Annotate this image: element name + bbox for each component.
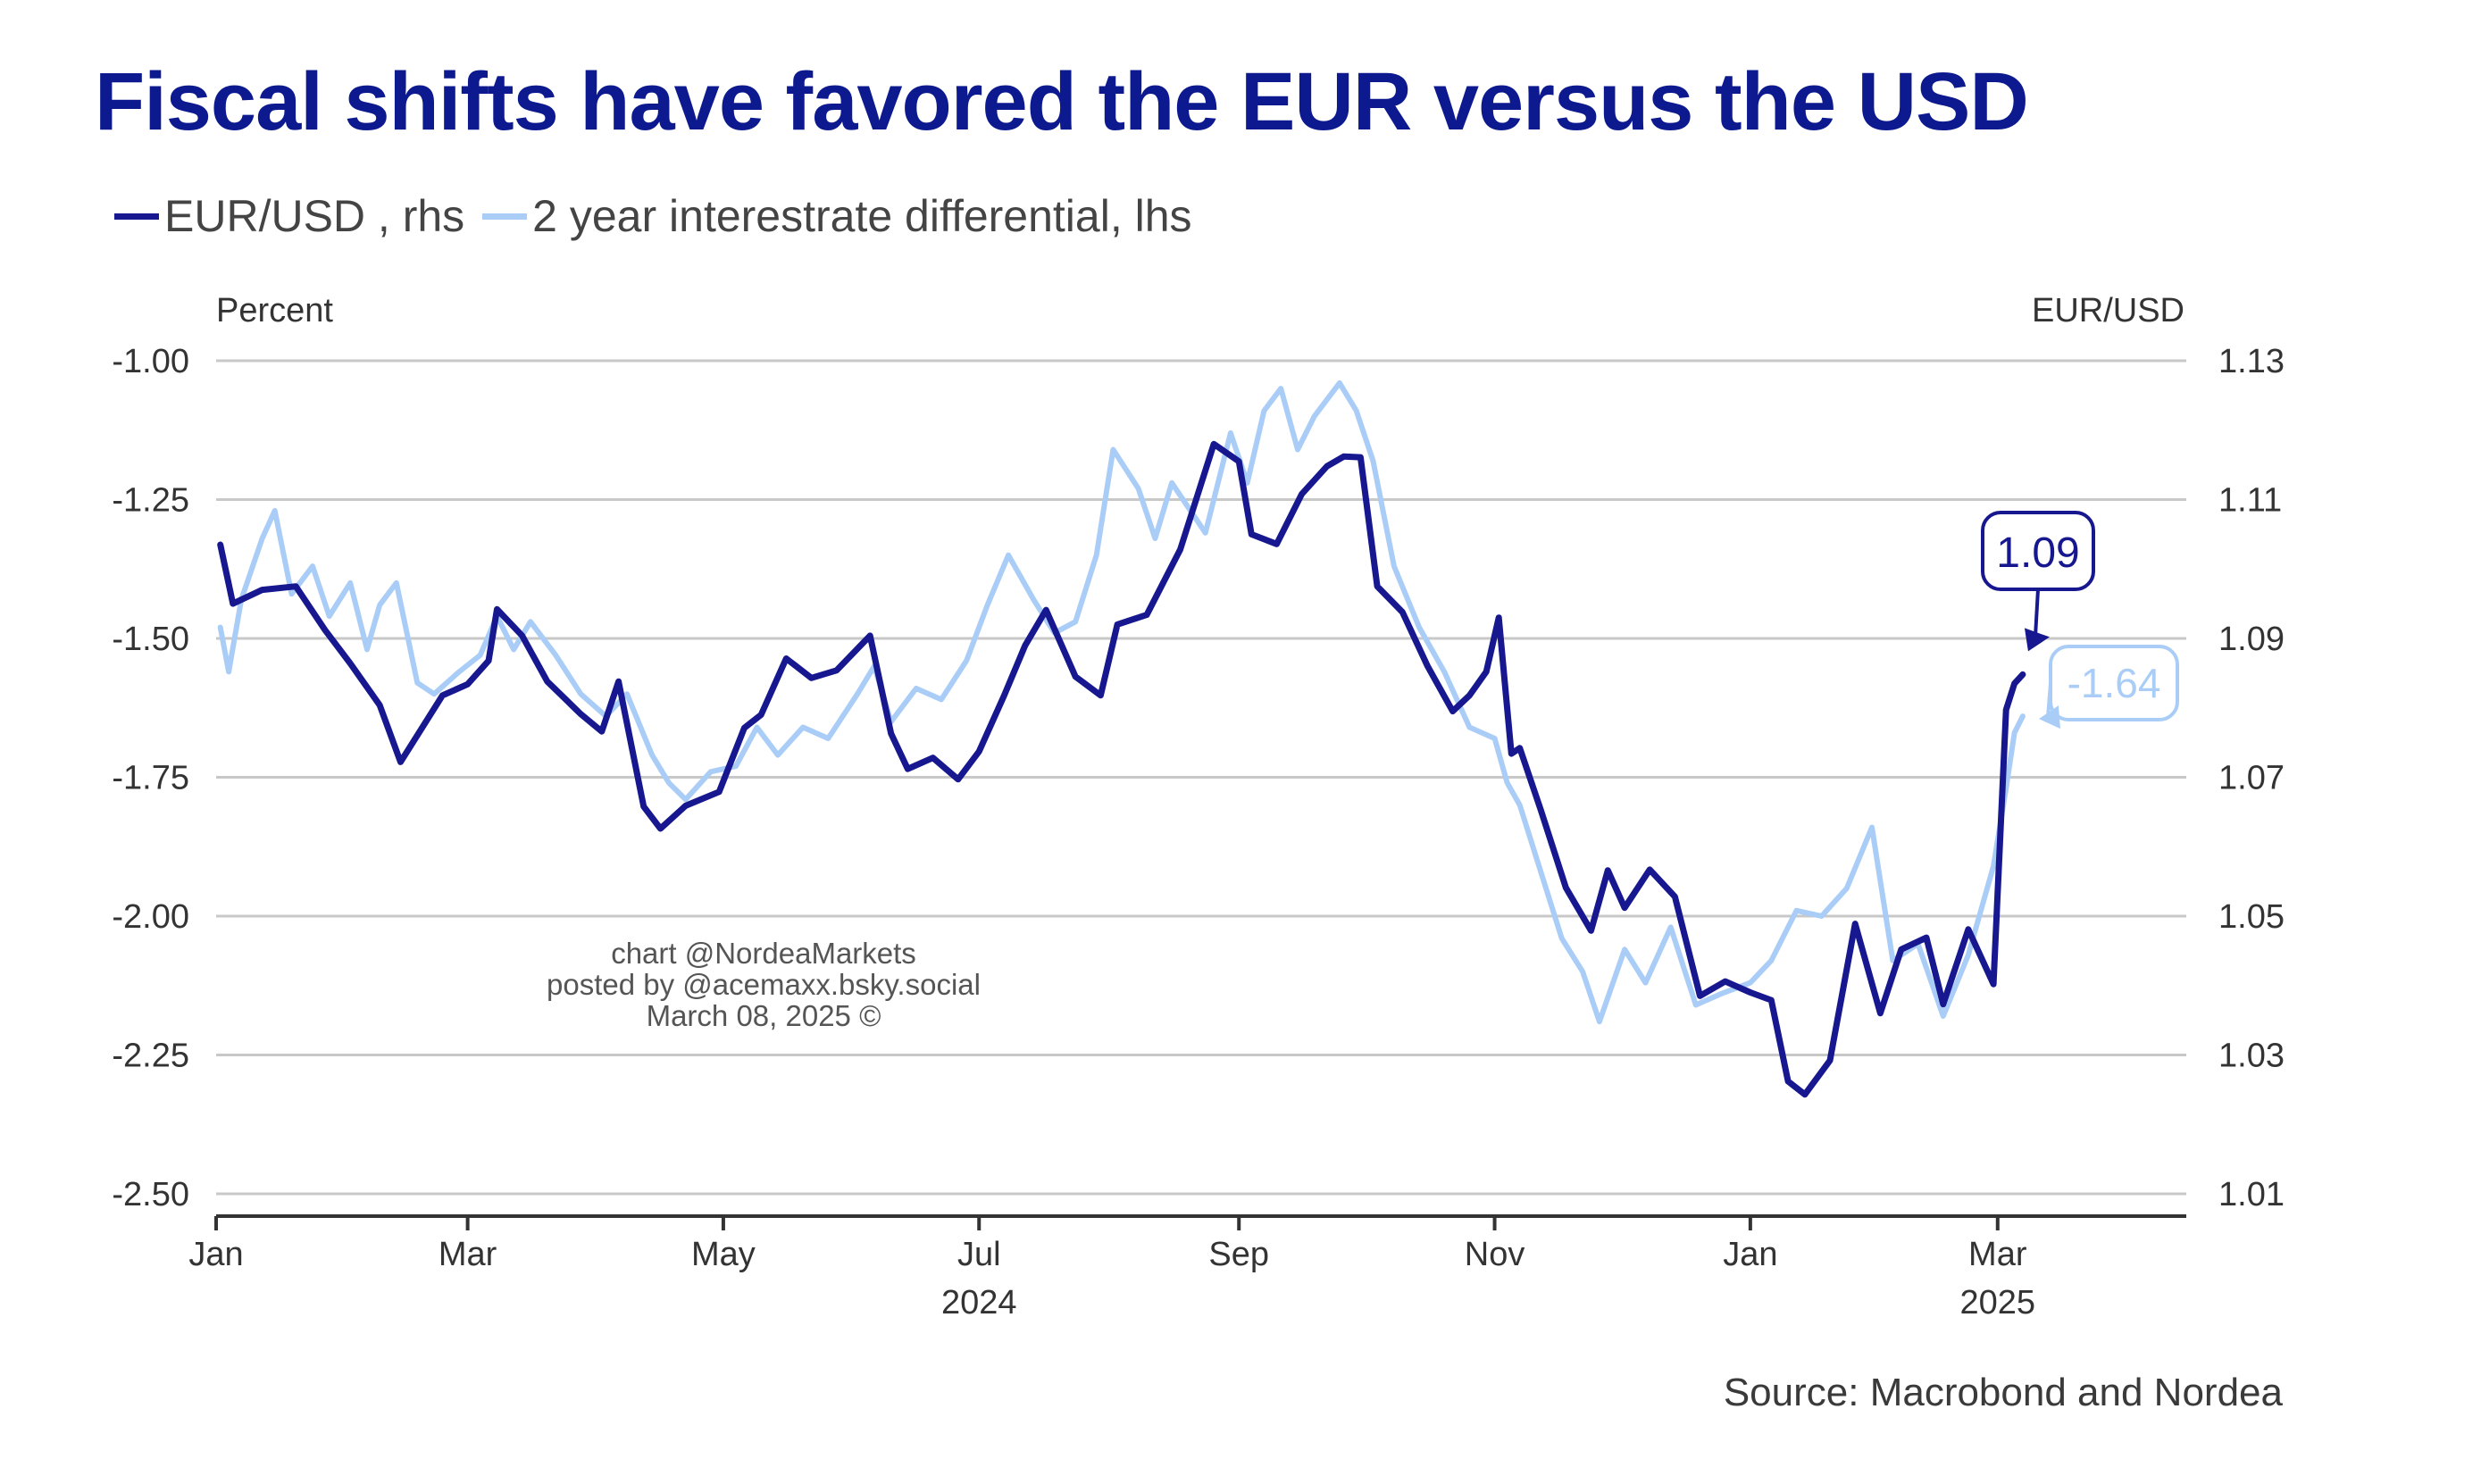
end-label-arrow-eurusd [2024,628,2050,652]
legend-swatch-rate-differential [482,213,528,220]
x-tick-label: Sep [1208,1236,1269,1273]
x-tick-label: Jan [188,1236,243,1273]
end-label-arrow-rate-differential [2038,705,2060,729]
y-left-tick-label: -2.50 [112,1176,189,1213]
x-tick-label: Jan [1723,1236,1777,1273]
y-right-tick-label: 1.13 [2218,343,2285,380]
y-right-tick-label: 1.11 [2218,482,2282,520]
y-right-axis-title: EUR/USD [2032,292,2184,329]
y-left-tick-label: -2.00 [112,898,189,936]
y-left-tick-label: -2.25 [112,1038,189,1075]
y-left-tick-label: -1.25 [112,482,189,520]
legend-item-eurusd: EUR/USD , rhs [114,190,464,242]
x-year-label: 2024 [941,1284,1017,1321]
end-labels: 1.09 -1.64 [1981,511,2179,729]
y-left-tick-label: -1.75 [112,760,189,797]
y-right-tick-label: 1.03 [2218,1038,2285,1075]
y-left-axis-title: Percent [216,292,333,329]
watermark-line-2: posted by @acemaxx.bsky.social [547,968,981,1001]
y-left-tick-label: -1.00 [112,343,189,380]
end-label-connector-eurusd [2033,588,2040,638]
end-label-eurusd: 1.09 [1996,529,2079,577]
legend-label-eurusd: EUR/USD , rhs [164,191,465,241]
x-tick-label: May [691,1236,756,1273]
x-tick-label: Mar [439,1236,497,1273]
x-tick-label: Mar [1968,1236,2027,1273]
watermark-line-1: chart @NordeaMarkets [611,937,916,970]
y-right-tick-label: 1.09 [2218,621,2285,658]
legend-label-rate-differential: 2 year interestrate differential, lhs [532,191,1192,241]
y-right-tick-label: 1.07 [2218,760,2285,797]
x-tick-label: Jul [957,1236,1001,1273]
legend-swatch-eurusd [114,213,159,220]
x-year-label: 2025 [1960,1284,2036,1321]
series-lines [217,379,2026,1098]
watermark: chart @NordeaMarkets posted by @acemaxx.… [547,938,981,1031]
y-left-tick-label: -1.50 [112,621,189,658]
series-line-eurusd [217,440,2026,1098]
end-label-connector-rate-differential [2045,682,2052,719]
legend-item-rate-differential: 2 year interestrate differential, lhs [482,190,1192,242]
watermark-line-3: March 08, 2025 © [646,999,881,1032]
end-label-rate-differential: -1.64 [2068,660,2161,706]
chart-title: Fiscal shifts have favored the EUR versu… [95,56,2029,147]
gridlines [216,359,2186,1196]
legend: EUR/USD , rhs 2 year interestrate differ… [114,189,1210,243]
axes: -1.00 1.13 -1.25 1.11 -1.50 1.09 -1.75 1.07 -2.0… [112,292,2285,1321]
x-tick-label: Nov [1465,1236,1525,1273]
source-note: Source: Macrobond and Nordea [1723,1371,2283,1414]
y-right-tick-label: 1.05 [2218,898,2285,936]
series-line-rate-differential [217,379,2026,1025]
y-right-tick-label: 1.01 [2218,1176,2285,1213]
